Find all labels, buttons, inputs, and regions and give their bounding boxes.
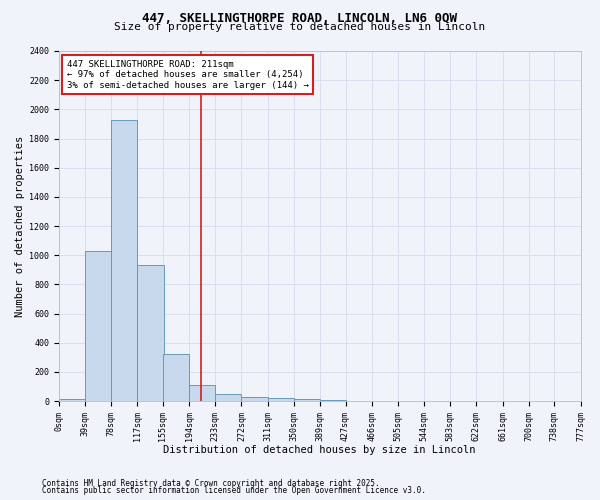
Bar (189, 385, 215, 401)
Bar (320, 400, 346, 401)
X-axis label: Distribution of detached houses by size in Lincoln: Distribution of detached houses by size … (163, 445, 476, 455)
Bar (294, 399, 320, 401)
Bar (111, 120, 137, 401)
Bar (59, 399, 85, 401)
Bar (268, 398, 294, 401)
Bar (137, 266, 164, 401)
Bar (163, 354, 189, 401)
Text: 447, SKELLINGTHORPE ROAD, LINCOLN, LN6 0QW: 447, SKELLINGTHORPE ROAD, LINCOLN, LN6 0… (143, 12, 458, 26)
Text: 447 SKELLINGTHORPE ROAD: 211sqm
← 97% of detached houses are smaller (4,254)
3% : 447 SKELLINGTHORPE ROAD: 211sqm ← 97% of… (67, 60, 308, 90)
Bar (215, 394, 241, 401)
Text: Contains public sector information licensed under the Open Government Licence v3: Contains public sector information licen… (42, 486, 426, 495)
Bar (85, 251, 111, 401)
Y-axis label: Number of detached properties: Number of detached properties (15, 136, 25, 316)
Text: Contains HM Land Registry data © Crown copyright and database right 2025.: Contains HM Land Registry data © Crown c… (42, 478, 380, 488)
Text: Size of property relative to detached houses in Lincoln: Size of property relative to detached ho… (115, 22, 485, 32)
Bar (241, 398, 268, 401)
